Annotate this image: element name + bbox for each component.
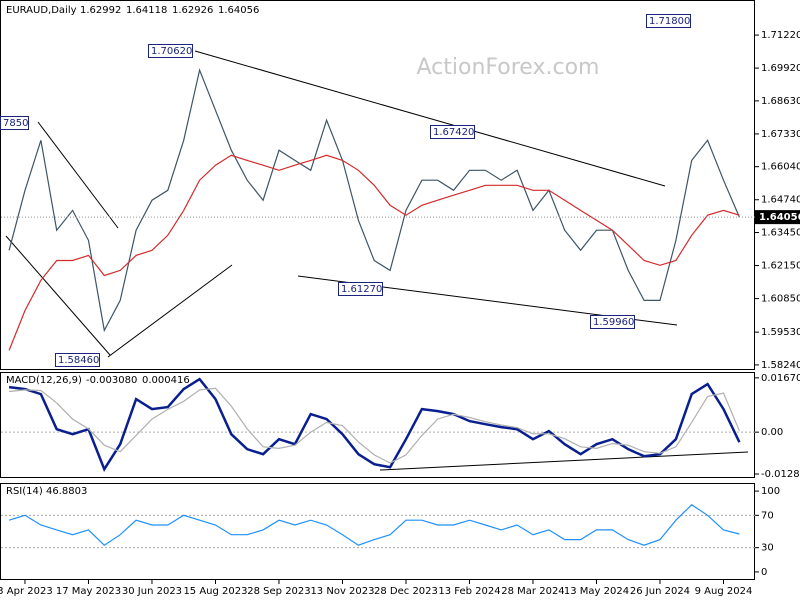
y-tick-label: 1.71220 (761, 30, 800, 41)
chart-title: EURAUD,Daily (6, 5, 77, 16)
y-tick-label: 0.016704 (761, 373, 800, 384)
ohlc-value: 1.64056 (218, 5, 259, 16)
y-tick-label: 1.58240 (761, 360, 800, 371)
y-tick-label: 70 (761, 510, 774, 521)
y-tick-label: 100 (761, 486, 780, 497)
y-tick-label: 1.60850 (761, 294, 800, 305)
series-line (8, 377, 741, 472)
trend-line (107, 264, 233, 358)
ohlc-value: 1.62926 (172, 5, 213, 16)
annotation: 7850 (3, 118, 28, 129)
price-panel (0, 0, 755, 370)
trend-line (194, 50, 666, 187)
annotation: 1.67420 (433, 127, 474, 138)
rsi-panel (0, 483, 755, 580)
y-tick-label: 1.63450 (761, 228, 800, 239)
x-tick-label: 28 Dec 2023 (374, 586, 438, 597)
y-tick-label: 0.00 (761, 427, 783, 438)
rsi-title: RSI(14) 46.8803 (6, 486, 87, 497)
series-line (8, 504, 740, 546)
annotation-box (590, 315, 635, 329)
x-tick-label: 13 May 2024 (564, 586, 629, 597)
annotation-box (646, 14, 691, 28)
x-tick-label: 9 Aug 2024 (695, 586, 753, 597)
x-tick-label: 26 Jun 2024 (630, 586, 690, 597)
last-price-label: 1.64056 (759, 212, 800, 223)
x-tick-label: 28 Mar 2024 (501, 586, 564, 597)
series-line (8, 154, 740, 351)
y-tick-label: 1.62150 (761, 261, 800, 272)
annotation: 1.70620 (151, 46, 192, 57)
y-tick-label: 1.67330 (761, 129, 800, 140)
annotation-box (430, 125, 475, 139)
x-tick-label: 30 Jun 2023 (122, 586, 182, 597)
series-line (8, 68, 740, 333)
x-tick-label: 15 Aug 2023 (183, 586, 247, 597)
annotation-box (338, 282, 383, 296)
y-tick-label: 30 (761, 543, 774, 554)
ohlc-value: 1.64118 (126, 5, 167, 16)
macd-title: MACD(12,26,9) (6, 375, 82, 386)
annotation-box (55, 353, 100, 367)
annotation: 1.61270 (341, 284, 382, 295)
y-tick-label: 1.68630 (761, 96, 800, 107)
annotation-box (148, 44, 193, 58)
x-tick-label: 3 Apr 2023 (0, 586, 53, 597)
x-tick-label: 17 May 2023 (56, 586, 121, 597)
y-tick-label: 1.66040 (761, 162, 800, 173)
x-tick-label: 28 Sep 2023 (247, 586, 310, 597)
macd-value: -0.003080 (86, 375, 137, 386)
trend-line (37, 121, 119, 229)
y-tick-label: 0 (761, 567, 767, 578)
last-price-box (755, 210, 800, 225)
y-tick-label: 1.59530 (761, 327, 800, 338)
ohlc-value: 1.62992 (80, 5, 121, 16)
watermark: ActionForex.com (417, 55, 600, 80)
y-tick-label: 1.64740 (761, 195, 800, 206)
annotation-box (0, 116, 29, 130)
annotation: 1.59960 (593, 317, 634, 328)
x-tick-label: 13 Nov 2023 (310, 586, 374, 597)
trend-line (379, 451, 749, 471)
macd-value: 0.000416 (142, 375, 190, 386)
y-tick-label: -0.012869 (761, 469, 800, 480)
y-tick-label: 1.69920 (761, 63, 800, 74)
trend-line (5, 235, 111, 356)
annotation: 1.58460 (58, 355, 99, 366)
series-line (9, 387, 740, 464)
trend-lines (5, 50, 749, 471)
x-tick-label: 13 Feb 2024 (438, 586, 500, 597)
annotation: 1.71800 (649, 16, 690, 27)
macd-panel (0, 372, 755, 478)
